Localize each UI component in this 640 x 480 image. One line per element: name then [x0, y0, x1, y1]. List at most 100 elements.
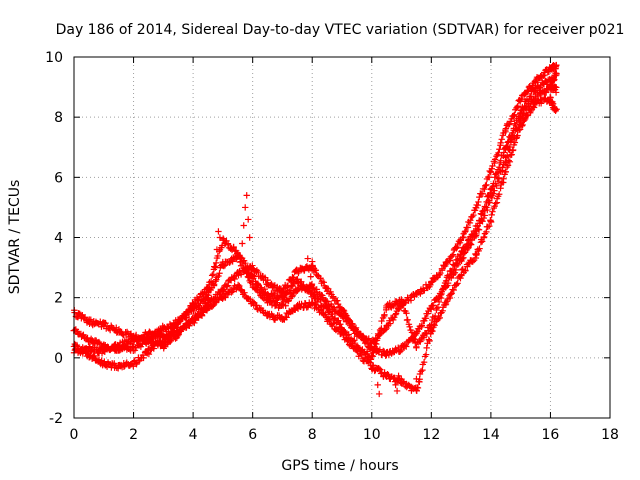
x-tick-label: 12: [422, 427, 440, 443]
data-point: [212, 264, 219, 271]
data-point: [473, 227, 480, 235]
data-point: [446, 294, 454, 302]
data-point: [400, 301, 407, 308]
data-point: [505, 121, 512, 128]
data-point: [500, 149, 508, 156]
data-point: [493, 152, 500, 160]
data-point: [541, 71, 548, 79]
data-point: [317, 275, 324, 282]
data-point: [231, 275, 238, 283]
data-point: [212, 259, 220, 267]
data-point: [475, 198, 482, 206]
data-point: [224, 282, 231, 289]
data-point: [508, 151, 515, 158]
data-point: [462, 228, 469, 235]
data-point: [91, 352, 98, 360]
data-point: [434, 304, 442, 311]
data-point: [464, 263, 471, 270]
data-point: [403, 343, 410, 350]
data-point: [245, 216, 252, 223]
y-tick-label: 8: [54, 110, 63, 126]
data-point: [341, 327, 348, 335]
data-point: [234, 281, 242, 289]
data-point: [450, 261, 457, 268]
axis-ticks: [73, 56, 611, 419]
data-point: [442, 277, 450, 285]
data-point: [530, 88, 537, 96]
data-point: [478, 238, 486, 245]
data-point: [71, 309, 78, 316]
data-point: [550, 75, 557, 83]
data-point: [491, 203, 498, 210]
data-point: [437, 294, 445, 302]
data-point: [300, 283, 307, 290]
data-point: [493, 170, 500, 177]
y-tick-label: 4: [54, 231, 63, 247]
data-point: [474, 222, 481, 229]
data-point: [417, 368, 425, 375]
data-point: [420, 334, 428, 341]
data-point: [459, 234, 466, 241]
data-point: [286, 287, 294, 294]
data-point: [154, 342, 162, 349]
data-point: [329, 310, 336, 318]
data-point: [454, 243, 461, 251]
data-point: [491, 174, 498, 181]
data-point: [226, 259, 233, 266]
y-tick-label: 10: [45, 50, 63, 66]
data-point: [395, 344, 402, 351]
data-point: [519, 121, 526, 129]
data-point: [215, 228, 222, 235]
data-point: [244, 264, 252, 272]
data-point: [481, 203, 489, 210]
data-point: [484, 193, 491, 200]
data-point: [493, 182, 500, 189]
data-point: [216, 234, 224, 241]
data-point: [494, 177, 502, 185]
data-point: [335, 317, 342, 324]
data-point: [213, 246, 221, 253]
data-point: [126, 340, 134, 347]
data-point: [404, 316, 411, 323]
data-point: [518, 95, 525, 103]
data-point: [240, 222, 247, 229]
data-point: [430, 302, 437, 309]
data-point: [439, 286, 446, 293]
data-point: [186, 322, 193, 329]
data-point: [497, 157, 504, 164]
series-track-c: [70, 81, 560, 359]
data-point: [484, 223, 492, 231]
data-point: [478, 211, 486, 218]
data-point: [545, 68, 553, 76]
data-point: [145, 350, 153, 358]
data-point: [80, 331, 87, 338]
data-point: [220, 262, 228, 270]
data-point: [174, 323, 182, 331]
data-point: [392, 381, 399, 389]
data-point: [373, 337, 381, 344]
data-point: [451, 269, 459, 276]
data-point: [371, 366, 378, 374]
data-point: [261, 285, 268, 293]
data-point: [288, 293, 295, 300]
data-point: [401, 342, 409, 349]
data-point: [482, 182, 489, 189]
data-point: [239, 240, 246, 247]
data-point: [341, 314, 349, 321]
data-point: [446, 257, 454, 264]
data-point: [194, 297, 201, 304]
data-point: [203, 285, 211, 292]
data-point: [438, 267, 446, 274]
data-point: [203, 291, 210, 298]
data-point: [487, 189, 494, 197]
data-point: [223, 283, 230, 290]
data-point: [458, 247, 466, 255]
data-point: [242, 260, 249, 267]
data-point: [481, 185, 488, 193]
data-point: [503, 142, 510, 150]
data-point: [101, 358, 108, 365]
data-point: [502, 158, 510, 166]
data-point: [510, 112, 517, 119]
data-point: [423, 344, 430, 352]
